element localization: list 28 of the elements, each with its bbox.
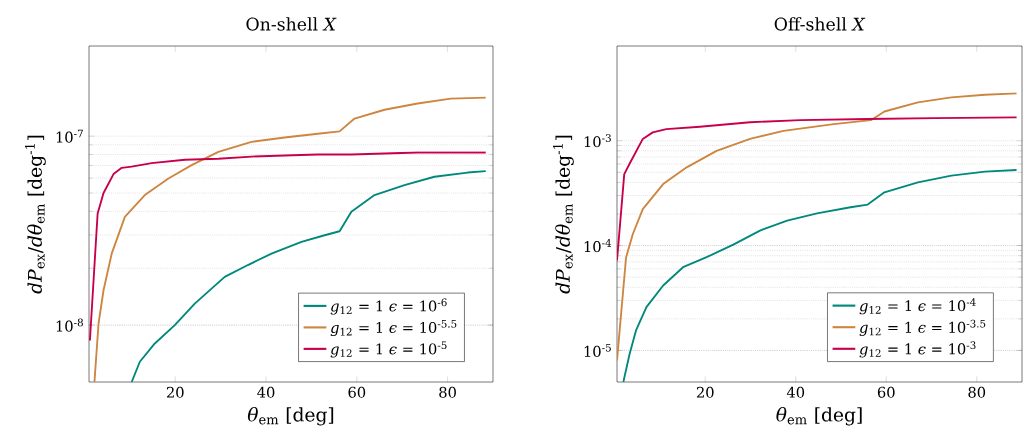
y-axis-title: dP$_{ex}$/dθ$_{em}$ [deg$^{-1}$] [24,135,46,294]
legend-label: g$_{12}$ = 1 ϵ = 10$^{-3.5}$ [859,319,986,336]
chart-title: On-shell X [246,17,337,31]
x-tick-label: 60 [348,386,366,398]
y-tick-label: 10$^{-8}$ [56,318,83,332]
y-tick-label: 10$^{-4}$ [584,239,612,253]
legend-label: g$_{12}$ = 1 ϵ = 10$^{-4}$ [859,298,976,315]
x-tick-label: 20 [696,386,714,398]
legend-label: g$_{12}$ = 1 ϵ = 10$^{-5.5}$ [330,320,457,337]
legend-label: g$_{12}$ = 1 ϵ = 10$^{-3}$ [859,341,976,358]
x-tick-label: 80 [439,386,456,398]
line-series [130,170,487,383]
x-axis-title: θ$_{em}$ [deg] [776,406,862,426]
y-axis-title: dP$_{ex}$/dθ$_{em}$ [deg$^{-1}$] [552,135,574,294]
x-tick-label: 80 [968,386,986,398]
y-tick-label: 10$^{-7}$ [56,129,83,143]
x-tick-label: 20 [166,386,184,398]
line-series [622,169,1018,383]
legend-label: g$_{12}$ = 1 ϵ = 10$^{-5}$ [330,341,447,358]
y-tick-label: 10$^{-5}$ [584,343,611,357]
x-tick-label: 40 [257,386,275,398]
x-tick-label: 40 [786,386,805,398]
y-tick-label: 10$^{-3}$ [584,134,611,148]
x-axis-title: θ$_{em}$ [deg] [247,406,334,426]
chart-title: Off-shell X [774,17,866,31]
x-tick-label: 60 [877,386,895,398]
line-series [93,96,487,383]
legend-label: g$_{12}$ = 1 ϵ = 10$^{-6}$ [330,298,447,315]
